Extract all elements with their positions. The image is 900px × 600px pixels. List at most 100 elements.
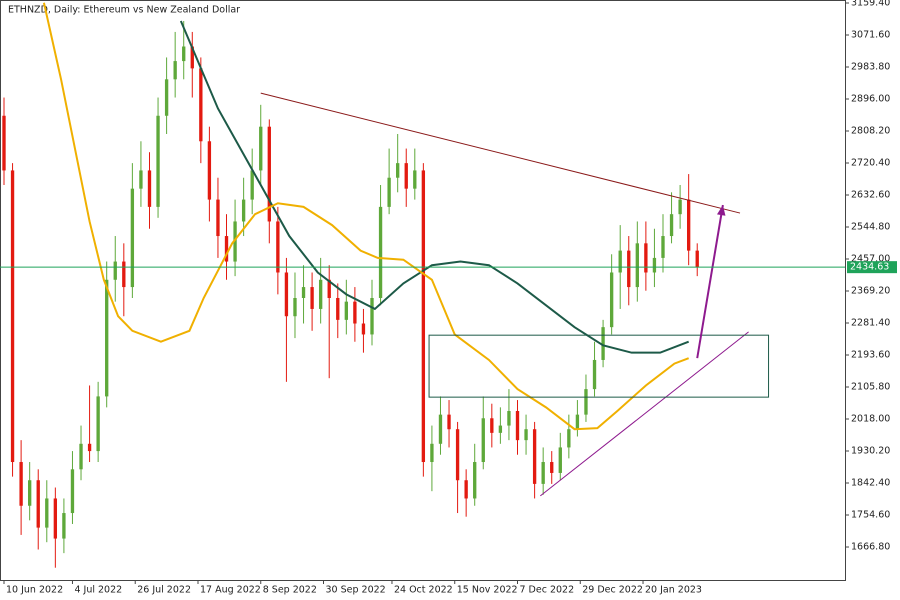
x-tick-label: 29 Dec 2022 (582, 585, 643, 596)
trend-line (540, 331, 749, 497)
x-tick-label: 24 Oct 2022 (394, 585, 453, 596)
zone-box (428, 334, 770, 398)
x-tick-label: 17 Aug 2022 (200, 585, 261, 596)
candle-body (592, 359, 597, 390)
x-tick-label: 15 Nov 2022 (457, 585, 518, 596)
candle-body (584, 389, 588, 415)
candle-body (164, 79, 169, 116)
y-tick-label: 1754.60 (851, 510, 890, 521)
arrow-shaft (696, 204, 724, 359)
candle-body (130, 188, 135, 288)
candle-body (558, 447, 562, 473)
candle-body (396, 163, 400, 178)
candle-body (53, 498, 58, 539)
candle-body (336, 298, 340, 320)
x-tick-label: 30 Sep 2022 (326, 585, 386, 596)
candle-body (259, 126, 263, 171)
candle-body (113, 261, 117, 280)
candle-body (515, 410, 520, 441)
candle-body (421, 170, 426, 463)
y-tick-label: 2281.40 (851, 318, 890, 329)
trend-line (260, 92, 741, 214)
x-tick-label: 8 Sep 2022 (263, 585, 317, 596)
candle-body (344, 301, 348, 320)
moving-average (42, 2, 690, 431)
candle-body (173, 61, 177, 80)
candle-body (216, 199, 220, 237)
candle-body (532, 429, 537, 484)
candle-body (36, 480, 40, 528)
candle-body (28, 480, 32, 506)
candle-body (678, 199, 682, 215)
candle-body (199, 68, 203, 142)
y-tick-label: 1842.40 (851, 478, 890, 489)
candle-body (669, 214, 674, 237)
candle-body (267, 126, 271, 222)
candle-body (79, 443, 83, 470)
candle-body (293, 298, 297, 317)
y-tick-label: 2369.20 (851, 286, 890, 297)
candle-body (19, 462, 23, 506)
candle-body (430, 443, 434, 463)
candle-body (464, 480, 468, 499)
candle-body (139, 170, 143, 189)
y-tick-label: 2457.00 (851, 254, 890, 265)
x-tick-label: 4 Jul 2022 (74, 585, 122, 596)
candle-body (147, 170, 152, 207)
candle-body (353, 301, 357, 324)
candle-body (276, 221, 280, 273)
candle-body (301, 287, 306, 299)
candle-body (361, 323, 366, 335)
arrow-head (716, 205, 726, 216)
x-tick-label: 20 Jan 2023 (645, 585, 702, 596)
candle-body (45, 498, 49, 528)
moving-average (179, 20, 690, 354)
x-tick-label: 10 Jun 2022 (6, 585, 63, 596)
candle-body (661, 236, 665, 258)
candle-body (70, 469, 75, 514)
y-tick-label: 1930.20 (851, 446, 890, 457)
y-tick-label: 2808.20 (851, 125, 890, 136)
x-tick-label: 7 Dec 2022 (519, 585, 574, 596)
candle-body (498, 425, 503, 433)
candle-body (96, 396, 100, 452)
price-label-box (847, 261, 897, 274)
candle-body (404, 163, 408, 189)
candle-body (481, 418, 485, 463)
y-tick-label: 2720.40 (851, 157, 890, 168)
candle-body (284, 272, 289, 317)
candle-body (318, 279, 323, 309)
candle-body (601, 327, 605, 360)
chart-title: ETHNZD, Daily: Ethereum vs New Zealand D… (8, 5, 240, 16)
candle-body (190, 46, 194, 69)
y-tick-label: 1666.80 (851, 542, 890, 553)
candle-body (122, 261, 126, 288)
y-tick-label: 2983.80 (851, 61, 890, 72)
plot-frame (0, 0, 846, 581)
candle-body (575, 414, 580, 430)
candle-body (310, 287, 314, 309)
candle-body (387, 177, 391, 207)
y-tick-label: 2896.00 (851, 93, 890, 104)
candle-body (10, 170, 15, 463)
candle-body (473, 462, 477, 499)
candle-body (233, 221, 237, 262)
candle-body (182, 46, 186, 62)
candle-body (635, 243, 639, 288)
candle-body (250, 170, 254, 200)
y-tick-label: 3071.60 (851, 29, 890, 40)
candle-body (447, 414, 451, 430)
candle-body (87, 443, 92, 452)
candle-body (62, 513, 66, 539)
y-tick-label: 2105.80 (851, 382, 890, 393)
candle-body (686, 199, 691, 251)
candle-body (327, 279, 331, 299)
candle-body (241, 199, 246, 222)
candle-body (541, 462, 545, 484)
y-tick-label: 3159.40 (851, 0, 890, 8)
y-tick-label: 2632.60 (851, 189, 890, 200)
price-label: 2434.63 (850, 262, 889, 273)
y-tick-label: 2544.80 (851, 221, 890, 232)
candle-body (652, 257, 657, 273)
